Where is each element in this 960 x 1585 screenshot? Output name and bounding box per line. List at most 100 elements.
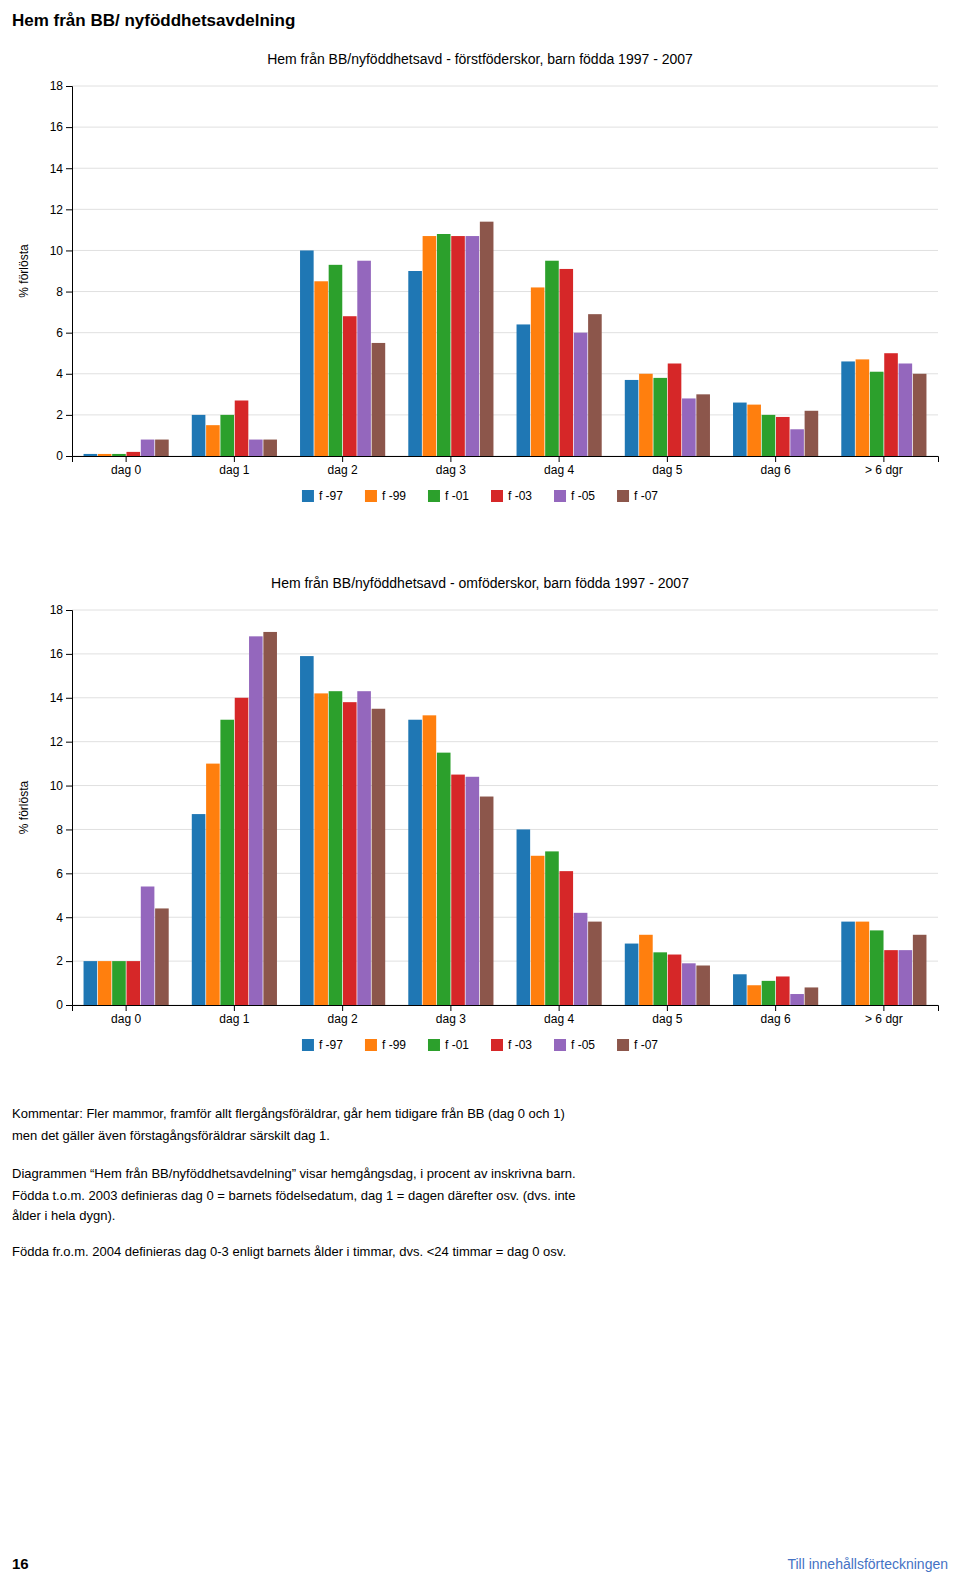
bar [343, 702, 357, 1005]
tick-mark [559, 456, 560, 462]
tick-mark [66, 698, 72, 699]
tick-mark [66, 742, 72, 743]
bar [733, 974, 747, 1005]
tick-mark [66, 415, 72, 416]
tick-label: dag 6 [761, 1012, 791, 1026]
bar [856, 359, 870, 456]
legend-label: f -03 [508, 489, 532, 503]
tick-mark [66, 86, 72, 87]
bar [249, 440, 263, 456]
bar [235, 698, 249, 1005]
x-axis: dag 0dag 1dag 2dag 3dag 4dag 5dag 6> 6 d… [73, 1005, 939, 1026]
bar [545, 261, 559, 456]
tick: 18 [50, 603, 72, 617]
tick: 12 [50, 203, 72, 217]
bar [747, 405, 761, 456]
bar [372, 709, 386, 1005]
bar [531, 856, 545, 1005]
bar [625, 944, 639, 1005]
bar [329, 265, 343, 456]
tick-label: 14 [50, 691, 64, 705]
bar [408, 271, 422, 456]
grid-line [72, 168, 938, 169]
bar [155, 908, 169, 1005]
tick-label: 2 [56, 954, 63, 968]
legend: f -97f -99f -01f -03f -05f -07 [302, 489, 658, 503]
tick: > 6 dgr [865, 1005, 903, 1026]
legend-label: f -05 [571, 489, 595, 503]
legend-label: f -99 [382, 489, 406, 503]
bar [696, 966, 710, 1006]
tick: dag 2 [328, 456, 358, 477]
legend-label: f -01 [445, 1038, 469, 1052]
x-axis: dag 0dag 1dag 2dag 3dag 4dag 5dag 6> 6 d… [73, 456, 939, 477]
tick-mark [66, 873, 72, 874]
tick-mark [883, 456, 884, 462]
grid-line [72, 209, 938, 210]
tick-mark [66, 610, 72, 611]
tick-label: 16 [50, 120, 64, 134]
tick-label: 18 [50, 79, 64, 93]
bar [220, 720, 234, 1005]
legend-item: f -01 [428, 489, 469, 503]
tick-label: dag 2 [328, 1012, 358, 1026]
legend-swatch [428, 490, 440, 502]
tick-mark [66, 1005, 72, 1006]
legend-swatch [491, 1039, 503, 1051]
tick: 0 [56, 449, 72, 463]
legend-label: f -07 [634, 1038, 658, 1052]
tick: 8 [56, 823, 72, 837]
bar [141, 440, 155, 456]
legend-item: f -03 [491, 1038, 532, 1052]
bar [899, 364, 913, 457]
tick-mark [883, 1005, 884, 1011]
tick-mark [66, 961, 72, 962]
tick: dag 6 [761, 1005, 791, 1026]
page-title: Hem från BB/ nyföddhetsavdelning [12, 11, 295, 30]
bar [466, 236, 480, 456]
bar [235, 401, 249, 457]
note: Födda t.o.m. 2003 definieras dag 0 = bar… [12, 1188, 575, 1203]
tick: 16 [50, 647, 72, 661]
tick: dag 0 [111, 1005, 141, 1026]
tick-label: dag 4 [544, 1012, 574, 1026]
tick: dag 1 [219, 1005, 249, 1026]
tick-label: 6 [56, 326, 63, 340]
tick-mark [66, 829, 72, 830]
bar [856, 922, 870, 1005]
tick: > 6 dgr [865, 456, 903, 477]
legend-label: f -05 [571, 1038, 595, 1052]
legend-swatch [428, 1039, 440, 1051]
bar [790, 994, 804, 1005]
tick: dag 0 [111, 456, 141, 477]
note: ålder i hela dygn). [12, 1208, 115, 1223]
bar [480, 797, 494, 1005]
tick-mark [450, 456, 451, 462]
bar [192, 415, 206, 456]
bar [357, 691, 371, 1005]
bar [588, 314, 602, 456]
bar [300, 250, 314, 456]
legend-label: f -97 [319, 1038, 343, 1052]
tick-mark [66, 292, 72, 293]
bar [870, 930, 884, 1005]
bar [668, 364, 682, 457]
grid-line [72, 86, 938, 87]
grid [72, 86, 938, 456]
bar [343, 316, 357, 456]
tick: 0 [56, 998, 72, 1012]
y-axis: 024681012141618 [50, 79, 73, 463]
legend: f -97f -99f -01f -03f -05f -07 [302, 1038, 658, 1052]
tick: 2 [56, 408, 72, 422]
bar [517, 829, 531, 1005]
grid-line [72, 697, 938, 698]
tick-label: > 6 dgr [865, 1012, 903, 1026]
legend-swatch [491, 490, 503, 502]
bar [437, 234, 451, 456]
note: Diagrammen “Hem från BB/nyföddhetsavdeln… [12, 1166, 576, 1181]
tick-mark [66, 168, 72, 169]
bar [841, 922, 855, 1005]
tick-label: 0 [56, 449, 63, 463]
grid-line [72, 127, 938, 128]
legend-label: f -03 [508, 1038, 532, 1052]
